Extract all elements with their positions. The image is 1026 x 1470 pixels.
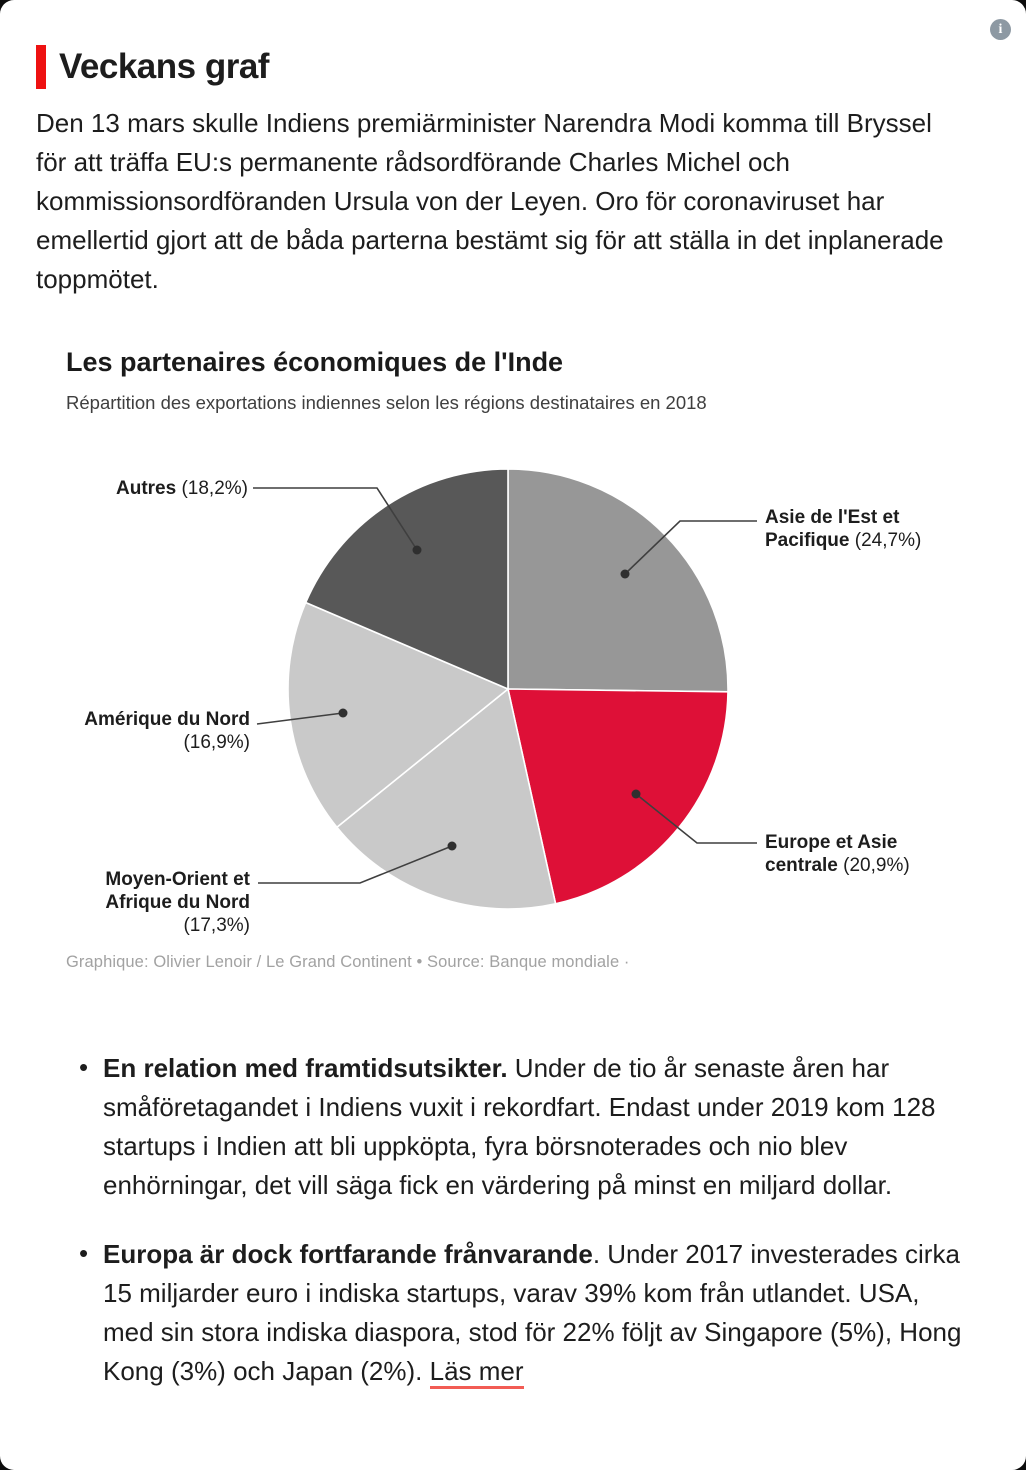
leader-line-autres: [253, 487, 418, 551]
pie-slice-moyen: [335, 687, 557, 910]
leader-line-moyen: [258, 845, 453, 884]
pie-label-asie-name: Asie de l'Est et Pacifique: [765, 507, 900, 551]
intro-paragraph: Den 13 mars skulle Indiens premiärminist…: [36, 108, 944, 294]
leader-dot-europe: [631, 789, 641, 799]
pie-chart: Autres (18,2%) Asie de l'Est et Pacifiqu…: [66, 456, 960, 986]
pie-label-asie: Asie de l'Est et Pacifique (24,7%): [765, 506, 947, 552]
pie-label-autres: Autres (18,2%): [116, 477, 248, 500]
leader-dot-autres: [412, 545, 422, 555]
pie-label-europe-name: Europe et Asie centrale: [765, 832, 898, 876]
pie-label-amerique: Amérique du Nord (16,9%): [80, 708, 250, 754]
chart-subtitle: Répartition des exportations indiennes s…: [66, 392, 707, 413]
bullet-list: En relation med framtidsutsikter. Under …: [0, 1048, 970, 1391]
chart-caption: Graphique: Olivier Lenoir / Le Grand Con…: [66, 953, 630, 971]
bullet-lead: Europa är dock fortfarande frånvarande: [103, 1239, 593, 1269]
pie-slice-autres: [304, 468, 509, 691]
pie-label-amerique-name: Amérique du Nord: [84, 709, 250, 730]
chart-section: Les partenaires économiques de l'Inde Ré…: [66, 346, 960, 986]
info-icon[interactable]: i: [990, 19, 1011, 40]
list-item: En relation med framtidsutsikter. Under …: [79, 1048, 970, 1205]
pie-label-amerique-pct: (16,9%): [183, 732, 250, 753]
pie-chart-svg: [253, 468, 757, 910]
red-accent-bar: [36, 45, 46, 89]
pie-slice-asie: [507, 468, 729, 693]
page-title: Veckans graf: [59, 47, 269, 86]
list-item: Europa är dock fortfarande frånvarande. …: [79, 1234, 970, 1391]
header: Veckans graf: [36, 45, 1026, 89]
leader-dot-amerique: [338, 708, 348, 718]
leader-lines: [253, 487, 757, 884]
pie-label-asie-pct: (24,7%): [849, 530, 922, 551]
bullet-text: . Under 2017 investerades cirka 15 milja…: [103, 1239, 962, 1386]
chart-title: Les partenaires économiques de l'Inde: [66, 347, 564, 377]
pie-label-europe-pct: (20,9%): [837, 855, 910, 876]
read-more-link[interactable]: Läs mer: [429, 1356, 524, 1389]
pie-label-europe: Europe et Asie centrale (20,9%): [765, 831, 930, 877]
pie-label-moyen-pct: (17,3%): [183, 915, 250, 936]
pie-label-autres-pct: (18,2%): [176, 478, 248, 499]
pie-label-moyen: Moyen-Orient et Afrique du Nord (17,3%): [94, 868, 250, 937]
leader-dot-moyen: [447, 841, 457, 851]
pie-label-moyen-name: Moyen-Orient et Afrique du Nord: [105, 869, 250, 913]
leader-line-europe: [635, 793, 757, 844]
leader-line-asie: [624, 520, 757, 575]
bullet-text: Under de tio år senaste åren har småföre…: [103, 1053, 936, 1200]
bullet-lead: En relation med framtidsutsikter.: [103, 1053, 508, 1083]
pie-label-autres-name: Autres: [116, 478, 177, 499]
leader-dots: [338, 545, 641, 851]
pie-slices: [287, 468, 729, 910]
leader-line-amerique: [256, 712, 344, 725]
leader-dot-asie: [620, 569, 630, 579]
